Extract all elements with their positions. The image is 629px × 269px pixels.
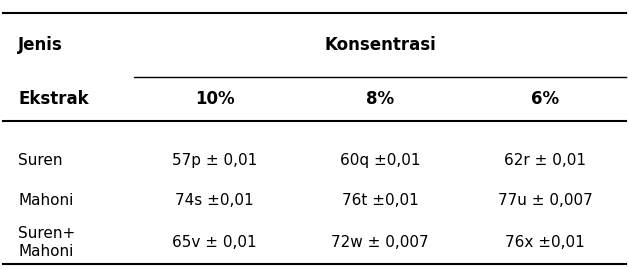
Text: 57p ± 0,01: 57p ± 0,01: [172, 153, 257, 168]
Text: 6%: 6%: [531, 90, 559, 108]
Text: 76t ±0,01: 76t ±0,01: [342, 193, 418, 208]
Text: 65v ± 0,01: 65v ± 0,01: [172, 235, 257, 250]
Text: 60q ±0,01: 60q ±0,01: [340, 153, 420, 168]
Text: 72w ± 0,007: 72w ± 0,007: [331, 235, 429, 250]
Text: 76x ±0,01: 76x ±0,01: [505, 235, 585, 250]
Text: Suren: Suren: [18, 153, 63, 168]
Text: Mahoni: Mahoni: [18, 193, 74, 208]
Text: Jenis: Jenis: [18, 36, 63, 54]
Text: 62r ± 0,01: 62r ± 0,01: [504, 153, 586, 168]
Text: Suren+
Mahoni: Suren+ Mahoni: [18, 226, 75, 259]
Text: Ekstrak: Ekstrak: [18, 90, 89, 108]
Text: 10%: 10%: [195, 90, 235, 108]
Text: 77u ± 0,007: 77u ± 0,007: [498, 193, 593, 208]
Text: Konsentrasi: Konsentrasi: [324, 36, 436, 54]
Text: 8%: 8%: [366, 90, 394, 108]
Text: 74s ±0,01: 74s ±0,01: [175, 193, 254, 208]
